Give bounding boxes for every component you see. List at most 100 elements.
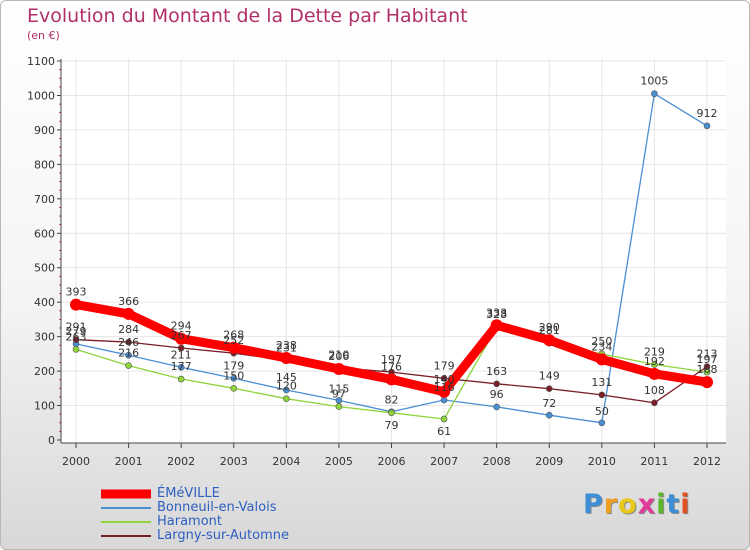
y-tick-label: 1000 xyxy=(27,89,55,102)
data-label-emeville: 333 xyxy=(486,306,507,319)
x-tick-label: 2005 xyxy=(325,455,353,468)
x-tick-label: 2012 xyxy=(693,455,721,468)
data-point-emeville xyxy=(280,351,293,364)
data-label-bonneuil-en-valois: 179 xyxy=(223,359,244,372)
data-label-largny-sur-automne: 252 xyxy=(223,334,244,347)
y-tick-label: 600 xyxy=(34,227,55,240)
logo-letter: o xyxy=(618,489,638,520)
legend-swatch-largny-sur-automne xyxy=(101,535,151,537)
data-label-bonneuil-en-valois: 211 xyxy=(171,348,192,361)
data-label-haramont: 150 xyxy=(223,369,244,382)
data-label-emeville: 268 xyxy=(223,329,244,342)
data-point-haramont xyxy=(335,403,343,410)
data-label-bonneuil-en-valois: 1005 xyxy=(640,75,668,88)
data-point-emeville xyxy=(332,363,345,376)
data-point-emeville xyxy=(490,319,503,332)
x-tick-label: 2007 xyxy=(430,455,458,468)
data-label-bonneuil-en-valois: 246 xyxy=(118,336,139,349)
data-label-largny-sur-automne: 284 xyxy=(118,323,139,336)
data-point-haramont xyxy=(283,395,290,402)
data-label-haramont: 281 xyxy=(539,324,560,337)
data-label-largny-sur-automne: 231 xyxy=(276,341,297,354)
y-tick-label: 100 xyxy=(34,400,55,413)
logo-letter: i xyxy=(656,489,667,520)
data-point-largny-sur-automne xyxy=(703,363,711,370)
plot-area xyxy=(61,59,726,443)
chart-title: Evolution du Montant de la Dette par Hab… xyxy=(27,5,468,27)
data-point-emeville xyxy=(701,376,713,389)
data-label-haramont: 177 xyxy=(171,360,192,373)
data-label-bonneuil-en-valois: 279 xyxy=(66,325,87,338)
data-label-emeville: 366 xyxy=(118,295,139,308)
data-point-largny-sur-automne xyxy=(493,380,500,388)
data-label-haramont: 197 xyxy=(697,353,718,366)
x-tick-label: 2000 xyxy=(62,455,90,468)
data-label-largny-sur-automne: 267 xyxy=(171,329,192,342)
data-label-haramont: 216 xyxy=(118,347,139,360)
y-tick-label: 200 xyxy=(34,365,55,378)
x-tick-label: 2002 xyxy=(167,455,195,468)
data-label-emeville: 294 xyxy=(171,320,192,333)
data-label-bonneuil-en-valois: 50 xyxy=(595,405,609,418)
data-point-bonneuil-en-valois xyxy=(125,351,132,359)
data-label-largny-sur-automne: 213 xyxy=(697,348,718,361)
y-tick-label: 800 xyxy=(34,158,55,171)
data-label-haramont: 79 xyxy=(385,419,399,432)
x-tick-label: 2008 xyxy=(483,455,511,468)
y-tick-label: 1100 xyxy=(27,55,55,68)
data-point-haramont xyxy=(72,346,80,353)
data-label-largny-sur-automne: 108 xyxy=(644,384,665,397)
data-point-emeville xyxy=(595,353,608,366)
x-tick-label: 2004 xyxy=(272,455,300,468)
data-label-emeville: 393 xyxy=(66,286,87,299)
data-label-bonneuil-en-valois: 72 xyxy=(542,397,556,410)
data-point-bonneuil-en-valois xyxy=(545,411,553,419)
x-tick-label: 2003 xyxy=(220,455,248,468)
data-point-haramont xyxy=(388,409,395,417)
data-label-haramont: 120 xyxy=(276,380,297,393)
data-label-emeville: 238 xyxy=(276,339,297,352)
data-point-largny-sur-automne xyxy=(125,338,132,346)
logo-letter: x xyxy=(637,489,657,520)
x-tick-label: 2011 xyxy=(640,455,668,468)
logo-letter: t xyxy=(666,489,681,520)
data-label-emeville: 234 xyxy=(591,340,612,353)
data-label-haramont: 97 xyxy=(332,388,346,401)
legend-label-haramont: Haramont xyxy=(157,514,223,529)
data-label-bonneuil-en-valois: 145 xyxy=(276,371,297,384)
data-label-largny-sur-automne: 149 xyxy=(539,370,560,383)
data-label-emeville: 290 xyxy=(539,321,560,334)
data-point-bonneuil-en-valois xyxy=(230,375,238,382)
data-point-emeville xyxy=(648,367,661,380)
data-label-largny-sur-automne: 163 xyxy=(486,365,507,378)
legend-swatch-emeville xyxy=(101,489,151,499)
data-point-haramont xyxy=(651,361,658,368)
data-label-largny-sur-automne: 210 xyxy=(328,349,349,362)
data-label-haramont: 328 xyxy=(486,308,507,321)
data-label-emeville: 168 xyxy=(697,363,718,376)
data-point-haramont xyxy=(125,362,132,369)
data-point-haramont xyxy=(230,385,238,392)
legend-label-bonneuil-en-valois: Bonneuil-en-Valois xyxy=(157,500,277,515)
data-point-bonneuil-en-valois xyxy=(651,90,658,98)
x-tick-label: 2009 xyxy=(535,455,563,468)
logo-letter: i xyxy=(680,489,691,520)
data-point-bonneuil-en-valois xyxy=(598,419,606,427)
y-tick-label: 300 xyxy=(34,331,55,344)
legend-swatch-haramont xyxy=(101,521,151,523)
data-point-largny-sur-automne xyxy=(72,336,80,344)
data-point-bonneuil-en-valois xyxy=(493,403,500,411)
legend-label-largny-sur-automne: Largny-sur-Automne xyxy=(157,528,289,543)
data-label-haramont: 219 xyxy=(644,346,665,359)
data-label-bonneuil-en-valois: 82 xyxy=(385,394,399,407)
data-point-emeville xyxy=(438,385,451,398)
data-label-emeville: 206 xyxy=(328,350,349,363)
y-tick-label: 0 xyxy=(48,434,55,447)
data-point-emeville xyxy=(70,298,82,311)
data-point-largny-sur-automne xyxy=(598,391,606,399)
data-point-emeville xyxy=(122,307,135,320)
data-label-bonneuil-en-valois: 912 xyxy=(697,107,718,120)
y-tick-label: 900 xyxy=(34,124,55,137)
